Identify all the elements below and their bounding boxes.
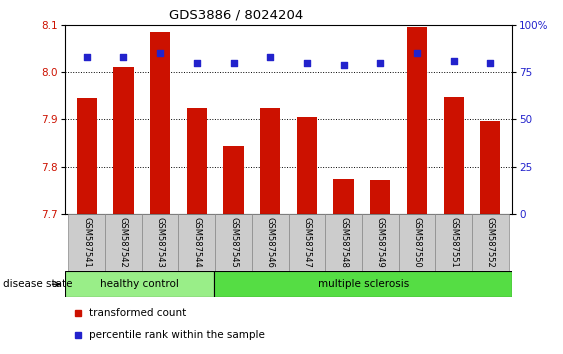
Bar	[333, 179, 354, 214]
Text: GSM587551: GSM587551	[449, 217, 458, 268]
Text: GSM587542: GSM587542	[119, 217, 128, 268]
Text: GSM587543: GSM587543	[155, 217, 164, 268]
Point	[449, 58, 458, 64]
Text: GSM587550: GSM587550	[413, 217, 422, 268]
Bar	[444, 97, 464, 214]
Point	[413, 50, 422, 56]
Point	[339, 62, 348, 67]
Bar	[142, 214, 178, 271]
Point	[486, 60, 495, 65]
Bar	[289, 214, 325, 271]
Text: GSM587548: GSM587548	[339, 217, 348, 268]
Text: transformed count: transformed count	[89, 308, 186, 318]
Point	[82, 54, 91, 60]
Text: disease state: disease state	[3, 279, 72, 289]
Bar	[77, 98, 97, 214]
Bar	[362, 214, 399, 271]
Text: multiple sclerosis: multiple sclerosis	[318, 279, 409, 289]
Bar	[105, 214, 142, 271]
Bar	[178, 214, 215, 271]
Bar	[370, 179, 390, 214]
Point	[302, 60, 311, 65]
Text: GSM587546: GSM587546	[266, 217, 275, 268]
Bar	[399, 214, 435, 271]
Text: GDS3886 / 8024204: GDS3886 / 8024204	[169, 9, 303, 22]
Point	[155, 50, 164, 56]
Bar	[252, 214, 289, 271]
Bar	[113, 67, 133, 214]
Bar	[472, 214, 508, 271]
Bar	[187, 108, 207, 214]
Text: GSM587549: GSM587549	[376, 217, 385, 268]
Text: GSM587552: GSM587552	[486, 217, 495, 268]
Bar	[224, 145, 244, 214]
Text: percentile rank within the sample: percentile rank within the sample	[89, 330, 265, 339]
Point	[119, 54, 128, 60]
Point	[266, 54, 275, 60]
Bar	[214, 271, 512, 297]
Bar	[480, 121, 501, 214]
Point	[229, 60, 238, 65]
Bar	[65, 271, 214, 297]
Bar	[260, 108, 280, 214]
Bar	[150, 32, 170, 214]
Text: GSM587547: GSM587547	[302, 217, 311, 268]
Text: GSM587545: GSM587545	[229, 217, 238, 268]
Text: GSM587541: GSM587541	[82, 217, 91, 268]
Bar	[215, 214, 252, 271]
Point	[193, 60, 202, 65]
Text: healthy control: healthy control	[100, 279, 179, 289]
Bar	[407, 27, 427, 214]
Bar	[325, 214, 362, 271]
Bar	[297, 117, 317, 214]
Bar	[435, 214, 472, 271]
Bar	[69, 214, 105, 271]
Point	[376, 60, 385, 65]
Text: GSM587544: GSM587544	[193, 217, 202, 268]
